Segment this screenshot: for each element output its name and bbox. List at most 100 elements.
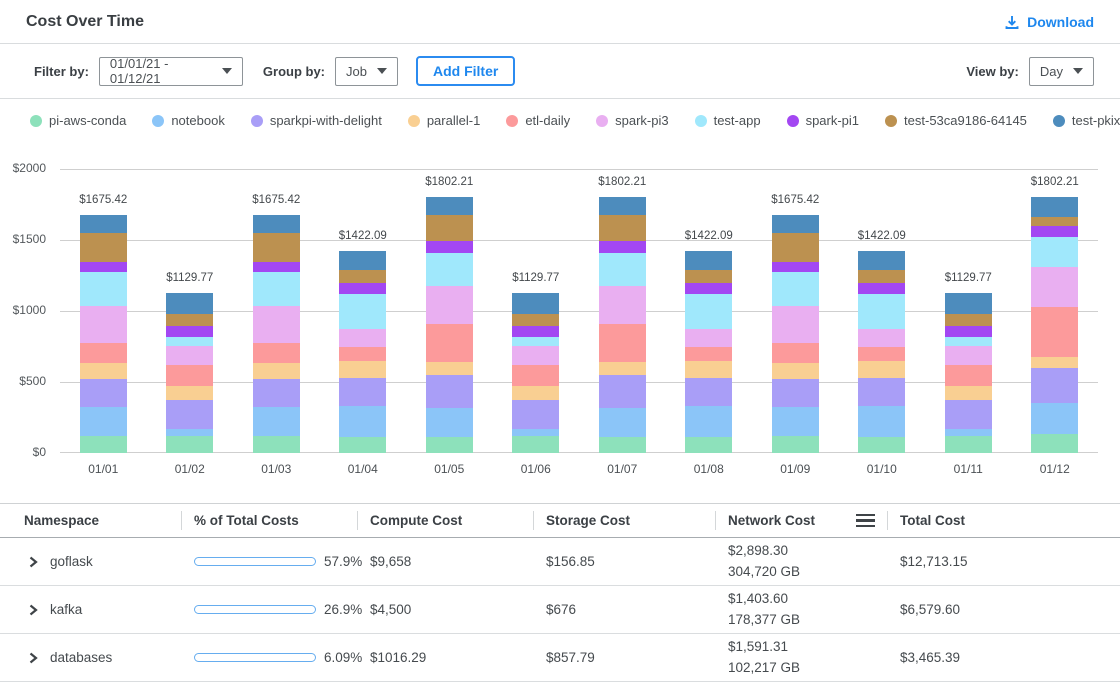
bar-segment[interactable]	[599, 375, 646, 408]
bar-segment[interactable]	[945, 429, 992, 436]
stacked-bar[interactable]	[253, 215, 300, 453]
bar-segment[interactable]	[685, 361, 732, 378]
table-row[interactable]: goflask57.9%$9,658$156.85$2,898.30304,72…	[0, 538, 1120, 586]
table-row[interactable]: kafka26.9%$4,500$676$1,403.60178,377 GB$…	[0, 586, 1120, 634]
legend-item[interactable]: etl-daily	[506, 113, 570, 128]
view-by-select[interactable]: Day	[1029, 57, 1094, 86]
bar-segment[interactable]	[253, 215, 300, 233]
bar-segment[interactable]	[945, 293, 992, 314]
bar-segment[interactable]	[945, 436, 992, 453]
bar-segment[interactable]	[772, 363, 819, 380]
bar-segment[interactable]	[166, 293, 213, 314]
group-by-select[interactable]: Job	[335, 57, 398, 86]
bar-segment[interactable]	[80, 343, 127, 362]
bar-segment[interactable]	[772, 436, 819, 453]
bar-segment[interactable]	[858, 251, 905, 270]
bar-segment[interactable]	[858, 270, 905, 283]
bar-segment[interactable]	[945, 400, 992, 429]
bar-segment[interactable]	[80, 272, 127, 306]
stacked-bar[interactable]	[166, 293, 213, 453]
bar-segment[interactable]	[253, 233, 300, 262]
bar-segment[interactable]	[339, 378, 386, 406]
download-button[interactable]: Download	[1004, 14, 1094, 30]
bar-segment[interactable]	[685, 283, 732, 294]
bar-segment[interactable]	[166, 436, 213, 453]
bar-segment[interactable]	[858, 347, 905, 360]
bar-segment[interactable]	[599, 437, 646, 453]
bar-segment[interactable]	[253, 407, 300, 436]
bar-segment[interactable]	[426, 408, 473, 437]
stacked-bar[interactable]	[1031, 197, 1078, 453]
expand-row-button[interactable]	[26, 603, 40, 617]
bar-segment[interactable]	[599, 241, 646, 253]
expand-row-button[interactable]	[26, 555, 40, 569]
bar-segment[interactable]	[685, 329, 732, 347]
bar-segment[interactable]	[772, 262, 819, 272]
bar-segment[interactable]	[858, 361, 905, 378]
bar-segment[interactable]	[426, 286, 473, 324]
legend-item[interactable]: sparkpi-with-delight	[251, 113, 382, 128]
bar-segment[interactable]	[166, 314, 213, 327]
bar-segment[interactable]	[945, 365, 992, 385]
bar-segment[interactable]	[512, 400, 559, 429]
bar-segment[interactable]	[80, 215, 127, 233]
bar-segment[interactable]	[512, 314, 559, 327]
bar-segment[interactable]	[772, 343, 819, 362]
bar-segment[interactable]	[512, 386, 559, 400]
stacked-bar[interactable]	[512, 293, 559, 453]
legend-item[interactable]: parallel-1	[408, 113, 480, 128]
bar-segment[interactable]	[685, 406, 732, 437]
add-filter-button[interactable]: Add Filter	[416, 56, 515, 86]
bar-segment[interactable]	[1031, 307, 1078, 357]
bar-segment[interactable]	[339, 329, 386, 347]
bar-segment[interactable]	[166, 429, 213, 436]
stacked-bar[interactable]	[858, 251, 905, 453]
bar-segment[interactable]	[599, 197, 646, 214]
bar-segment[interactable]	[1031, 217, 1078, 227]
bar-segment[interactable]	[1031, 267, 1078, 307]
bar-segment[interactable]	[80, 436, 127, 453]
bar-segment[interactable]	[80, 306, 127, 344]
bar-segment[interactable]	[253, 306, 300, 344]
bar-segment[interactable]	[512, 337, 559, 346]
bar-segment[interactable]	[858, 294, 905, 329]
bar-segment[interactable]	[253, 272, 300, 306]
bar-segment[interactable]	[512, 293, 559, 314]
bar-segment[interactable]	[772, 306, 819, 344]
bar-segment[interactable]	[426, 375, 473, 408]
column-settings-icon[interactable]	[856, 514, 875, 528]
bar-segment[interactable]	[858, 329, 905, 347]
bar-segment[interactable]	[426, 253, 473, 286]
bar-segment[interactable]	[1031, 434, 1078, 453]
bar-segment[interactable]	[858, 378, 905, 406]
bar-segment[interactable]	[253, 379, 300, 407]
stacked-bar[interactable]	[339, 251, 386, 453]
bar-segment[interactable]	[685, 251, 732, 270]
bar-segment[interactable]	[772, 233, 819, 262]
table-row[interactable]: databases6.09%$1016.29$857.79$1,591.3110…	[0, 634, 1120, 682]
bar-segment[interactable]	[253, 363, 300, 380]
bar-segment[interactable]	[1031, 357, 1078, 368]
bar-segment[interactable]	[945, 337, 992, 346]
bar-segment[interactable]	[166, 365, 213, 385]
bar-segment[interactable]	[339, 406, 386, 437]
stacked-bar[interactable]	[599, 197, 646, 453]
bar-segment[interactable]	[80, 233, 127, 262]
bar-segment[interactable]	[426, 241, 473, 253]
bar-segment[interactable]	[772, 407, 819, 436]
bar-segment[interactable]	[858, 437, 905, 453]
bar-segment[interactable]	[339, 437, 386, 453]
bar-segment[interactable]	[426, 197, 473, 214]
bar-segment[interactable]	[858, 406, 905, 437]
stacked-bar[interactable]	[772, 215, 819, 453]
bar-segment[interactable]	[512, 365, 559, 385]
bar-segment[interactable]	[339, 251, 386, 270]
legend-item[interactable]: test-app	[695, 113, 761, 128]
bar-segment[interactable]	[512, 326, 559, 337]
bar-segment[interactable]	[945, 326, 992, 337]
bar-segment[interactable]	[1031, 368, 1078, 404]
bar-segment[interactable]	[1031, 237, 1078, 267]
bar-segment[interactable]	[685, 294, 732, 329]
date-range-select[interactable]: 01/01/21 - 01/12/21	[99, 57, 243, 86]
bar-segment[interactable]	[599, 215, 646, 242]
